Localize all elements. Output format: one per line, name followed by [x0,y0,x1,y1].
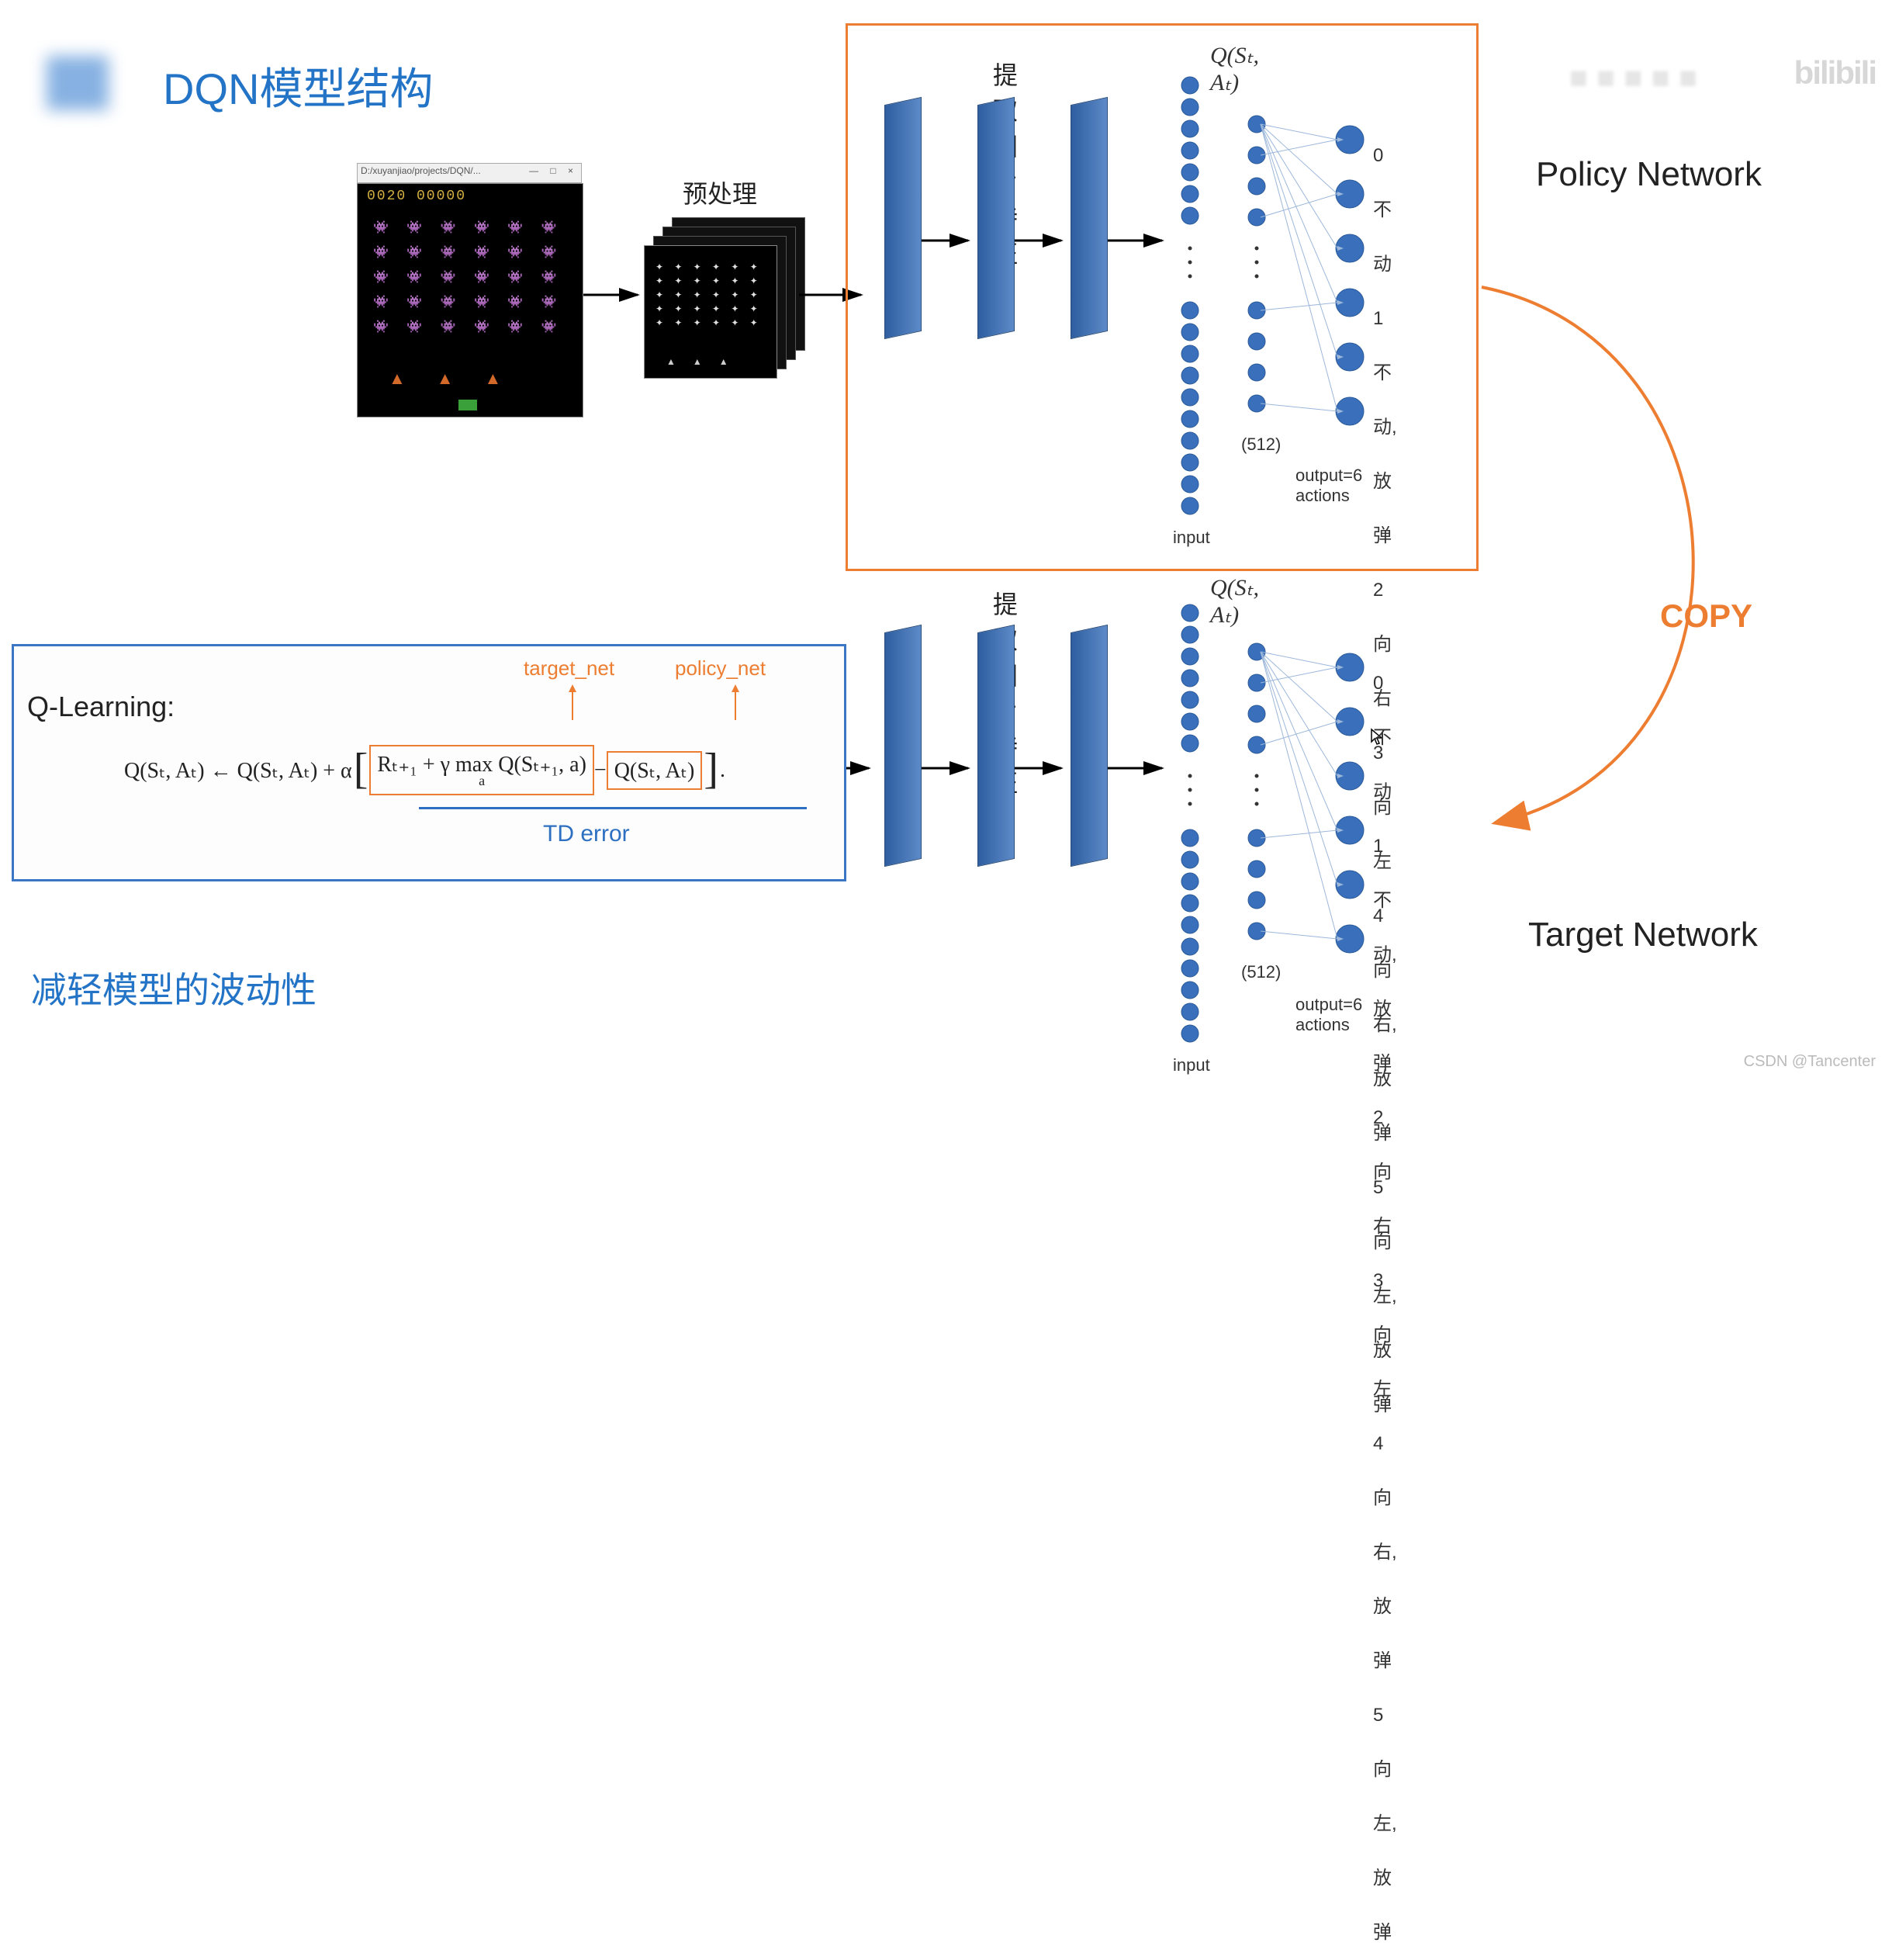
watermark-csdn: CSDN @Tancenter [1744,1053,1876,1071]
bottom-note: 减轻模型的波动性 [31,962,316,1013]
input-label-policy: input [1173,528,1210,548]
q-learning-title: Q-Learning: [27,691,175,723]
action-0-p: 0 不动 [1373,129,1397,292]
game-score: 0020 00000 [367,189,466,204]
policy-net-label: policy_net [675,656,766,680]
formula-left: Q(Sₜ, Aₜ) ← Q(Sₜ, Aₜ) + α [124,757,352,784]
output-label-policy: output=6 actions [1295,466,1362,506]
stacked-frames: ✦✦✦✦✦✦ ✦✦✦✦✦✦ ✦✦✦✦✦✦ ✦✦✦✦✦✦ ✦✦✦✦✦✦ ▲▲▲ [644,217,815,388]
action-4-t: 4 向右,放弹 [1373,1417,1397,1688]
output-label-target: output=6 actions [1295,995,1362,1035]
formula-right: Q(Sₜ, Aₜ) [607,751,703,790]
arrow-target-net [566,683,579,722]
action-1-p: 1 不动,放弹 [1373,292,1397,563]
arrow-policy-net [729,683,742,722]
action-1-t: 1 不动,放弹 [1373,819,1397,1091]
copy-arrow [1474,279,1846,854]
td-error-label: TD error [543,821,630,847]
input-label-target: input [1173,1055,1210,1075]
policy-network-label: Policy Network [1536,155,1762,194]
formula-end: . [720,758,725,783]
hidden-512-policy: (512) [1241,435,1281,455]
action-0-t: 0 不动 [1373,656,1397,819]
preprocess-label: 预处理 [683,175,757,210]
target-network-label: Target Network [1528,916,1758,954]
game-screenshot: D:/xuyanjiao/projects/DQN/... — □ × 0020… [357,163,583,417]
ghost-text: ■ ■ ■ ■ ■ [1569,61,1697,95]
watermark-bilibili: bilibili [1794,54,1876,92]
page-title: DQN模型结构 [163,54,433,117]
action-5-t: 5 向左,放弹 [1373,1688,1397,1960]
q-learning-formula: Q(Sₜ, Aₜ) ← Q(Sₜ, Aₜ) + α [ Rₜ₊₁ + γ max… [124,745,725,795]
action-2-t: 2 向右 [1373,1091,1397,1254]
arrow-game-to-stack [583,287,645,303]
td-error-underline [419,807,807,809]
formula-minus: − [594,758,607,783]
logo-blur [47,56,109,110]
action-3-t: 3 向左 [1373,1254,1397,1417]
hidden-512-target: (512) [1241,962,1281,982]
game-window-title: D:/xuyanjiao/projects/DQN/... [361,165,481,176]
target-net-label: target_net [524,656,614,680]
